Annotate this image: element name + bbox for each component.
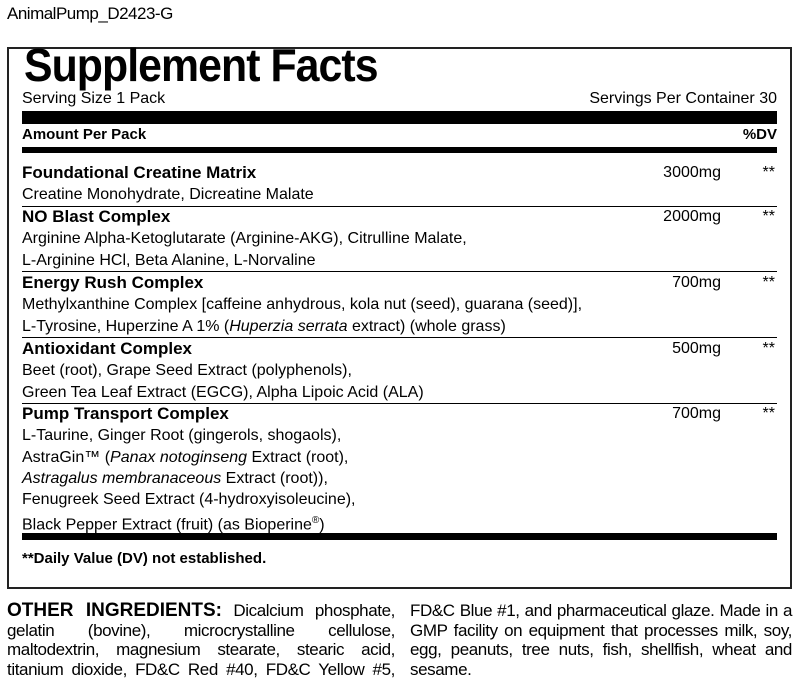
row-divider bbox=[22, 206, 777, 207]
row-amount: 2000mg bbox=[663, 208, 721, 225]
other-ingredients-label: OTHER INGREDIENTS: bbox=[7, 600, 223, 621]
row-detail: L-Tyrosine, Huperzine A 1% (Huperzia ser… bbox=[22, 317, 506, 335]
row-detail: Arginine Alpha-Ketoglutarate (Arginine-A… bbox=[22, 230, 467, 248]
row-dv: ** bbox=[762, 208, 775, 225]
thick-divider bbox=[22, 111, 777, 124]
row-name: Antioxidant Complex bbox=[22, 339, 193, 358]
row-detail: Black Pepper Extract (fruit) (as Bioperi… bbox=[22, 515, 325, 534]
amount-header: Amount Per Pack bbox=[22, 126, 147, 143]
row-amount: 3000mg bbox=[663, 164, 721, 181]
row-detail: Methylxanthine Complex [caffeine anhydro… bbox=[22, 296, 583, 314]
row-name: NO Blast Complex bbox=[22, 207, 171, 226]
footnote: **Daily Value (DV) not established. bbox=[22, 550, 267, 567]
ingredient-row: Pump Transport Complex 700mg ** L-Taurin… bbox=[22, 403, 777, 536]
row-amount: 500mg bbox=[672, 340, 721, 357]
row-dv: ** bbox=[762, 340, 775, 357]
row-dv: ** bbox=[762, 405, 775, 422]
row-dv: ** bbox=[762, 164, 775, 181]
row-divider bbox=[22, 271, 777, 272]
bottom-divider bbox=[22, 533, 777, 540]
row-detail: Fenugreek Seed Extract (4-hydroxyisoleuc… bbox=[22, 491, 356, 509]
row-detail: L-Taurine, Ginger Root (gingerols, shoga… bbox=[22, 427, 342, 445]
row-detail: L-Arginine HCl, Beta Alanine, L-Norvalin… bbox=[22, 251, 316, 269]
row-amount: 700mg bbox=[672, 405, 721, 422]
row-detail: Astragalus membranaceous Extract (root))… bbox=[22, 469, 328, 487]
row-divider bbox=[22, 337, 777, 338]
servings-per-container: Servings Per Container 30 bbox=[589, 90, 777, 107]
ingredient-row: NO Blast Complex 2000mg ** Arginine Alph… bbox=[22, 206, 777, 271]
ingredient-row: Energy Rush Complex 700mg ** Methylxanth… bbox=[22, 272, 777, 337]
row-amount: 700mg bbox=[672, 274, 721, 291]
row-divider bbox=[22, 403, 777, 404]
row-name: Energy Rush Complex bbox=[22, 273, 204, 292]
row-detail: Creatine Monohydrate, Dicreatine Malate bbox=[22, 186, 314, 204]
row-name: Pump Transport Complex bbox=[22, 404, 229, 423]
row-name: Foundational Creatine Matrix bbox=[22, 163, 257, 182]
dv-header: %DV bbox=[742, 126, 777, 143]
row-detail: AstraGin™ (Panax notoginseng Extract (ro… bbox=[22, 448, 349, 466]
row-detail: Beet (root), Grape Seed Extract (polyphe… bbox=[22, 362, 352, 380]
panel-title: Supplement Facts bbox=[24, 39, 379, 91]
row-dv: ** bbox=[762, 274, 775, 291]
row-detail: Green Tea Leaf Extract (EGCG), Alpha Lip… bbox=[22, 383, 424, 401]
other-ingredients-col2: FD&C Blue #1, and pharmaceutical glaze. … bbox=[410, 601, 792, 679]
serving-size: Serving Size 1 Pack bbox=[22, 90, 166, 107]
ingredient-row: Foundational Creatine Matrix 3000mg ** C… bbox=[22, 162, 777, 206]
file-name: AnimalPump_D2423-G bbox=[7, 4, 173, 23]
supplement-facts-panel: Supplement Facts Serving Size 1 Pack Ser… bbox=[7, 42, 792, 589]
medium-divider bbox=[22, 147, 777, 153]
other-ingredients-col1: OTHER INGREDIENTS: Dicalcium phosphate, … bbox=[7, 600, 395, 679]
ingredient-row: Antioxidant Complex 500mg ** Beet (root)… bbox=[22, 338, 777, 403]
